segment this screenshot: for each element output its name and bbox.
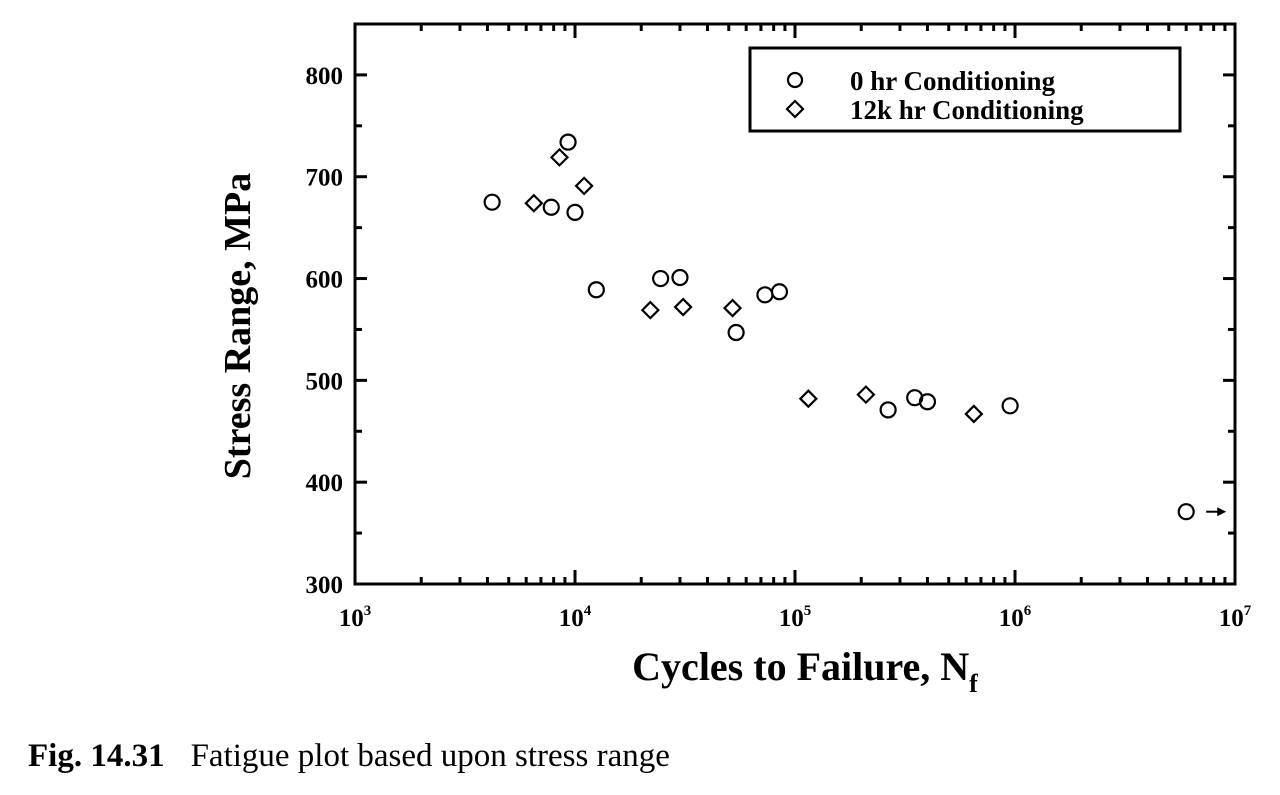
point-12khr (640, 300, 660, 320)
legend-label-0hr: 0 hr Conditioning (850, 66, 1056, 96)
x-tick-exponent: 5 (804, 603, 812, 619)
x-axis-title-subscript: f (969, 669, 978, 698)
x-tick-base: 10 (1219, 605, 1244, 632)
y-axis-title: Stress Range, MPa (217, 173, 259, 479)
y-tick-label: 300 (306, 572, 344, 599)
point-12khr (964, 404, 984, 424)
point-0hr (671, 268, 689, 287)
point-12khr (549, 147, 570, 167)
legend-diamond-marker (785, 99, 805, 119)
x-tick-exponent: 6 (1024, 603, 1032, 619)
y-tick-label: 400 (306, 470, 344, 497)
x-tick-base: 10 (559, 605, 584, 632)
point-12khr (798, 389, 818, 409)
plot-frame (353, 22, 1237, 586)
point-0hr (1177, 503, 1195, 521)
point-0hr (918, 393, 937, 411)
point-0hr (483, 193, 501, 211)
x-tick-exponent: 3 (364, 603, 372, 619)
point-12khr (574, 176, 594, 196)
x-tick-base: 10 (339, 605, 364, 632)
x-tick-label: 105 (779, 603, 812, 632)
runout-arrow-head (1217, 507, 1227, 517)
point-0hr (756, 286, 774, 304)
figure-label: Fig. 14.31 (28, 738, 165, 774)
x-tick-exponent: 7 (1244, 603, 1252, 619)
x-tick-label: 104 (559, 603, 592, 632)
x-tick-label: 107 (1219, 603, 1252, 632)
point-0hr (559, 133, 577, 151)
x-axis-title: Cycles to Failure, Nf (632, 644, 978, 698)
point-12khr (673, 297, 693, 317)
y-tick-label: 700 (306, 165, 344, 192)
legend-label-12khr: 12k hr Conditioning (850, 95, 1084, 125)
point-0hr (727, 323, 745, 342)
point-12khr (856, 385, 876, 405)
y-tick-label: 800 (306, 63, 344, 90)
figure-caption-text: Fatigue plot based upon stress range (190, 738, 670, 774)
point-0hr (542, 198, 560, 216)
y-tick-label: 600 (306, 267, 344, 294)
x-tick-base: 10 (999, 605, 1024, 632)
x-tick-exponent: 4 (584, 603, 592, 619)
point-0hr (566, 203, 584, 221)
figure-caption: Fig. 14.31 Fatigue plot based upon stress… (28, 738, 670, 775)
legend-circle-marker (786, 71, 804, 89)
data-points (483, 133, 1227, 521)
point-12khr (524, 193, 544, 213)
point-0hr (652, 269, 670, 288)
x-tick-label: 103 (339, 603, 372, 632)
legend-box (748, 46, 1182, 133)
x-tick-label: 106 (999, 603, 1032, 632)
point-0hr (587, 281, 605, 299)
x-axis-title-main: Cycles to Failure, N (632, 644, 969, 689)
point-0hr (879, 401, 897, 419)
x-tick-base: 10 (779, 605, 804, 632)
point-0hr (770, 283, 789, 301)
point-0hr (1001, 397, 1019, 415)
point-12khr (722, 298, 743, 318)
y-tick-label: 500 (306, 368, 344, 395)
legend: 0 hr Conditioning 12k hr Conditioning (748, 46, 1182, 133)
